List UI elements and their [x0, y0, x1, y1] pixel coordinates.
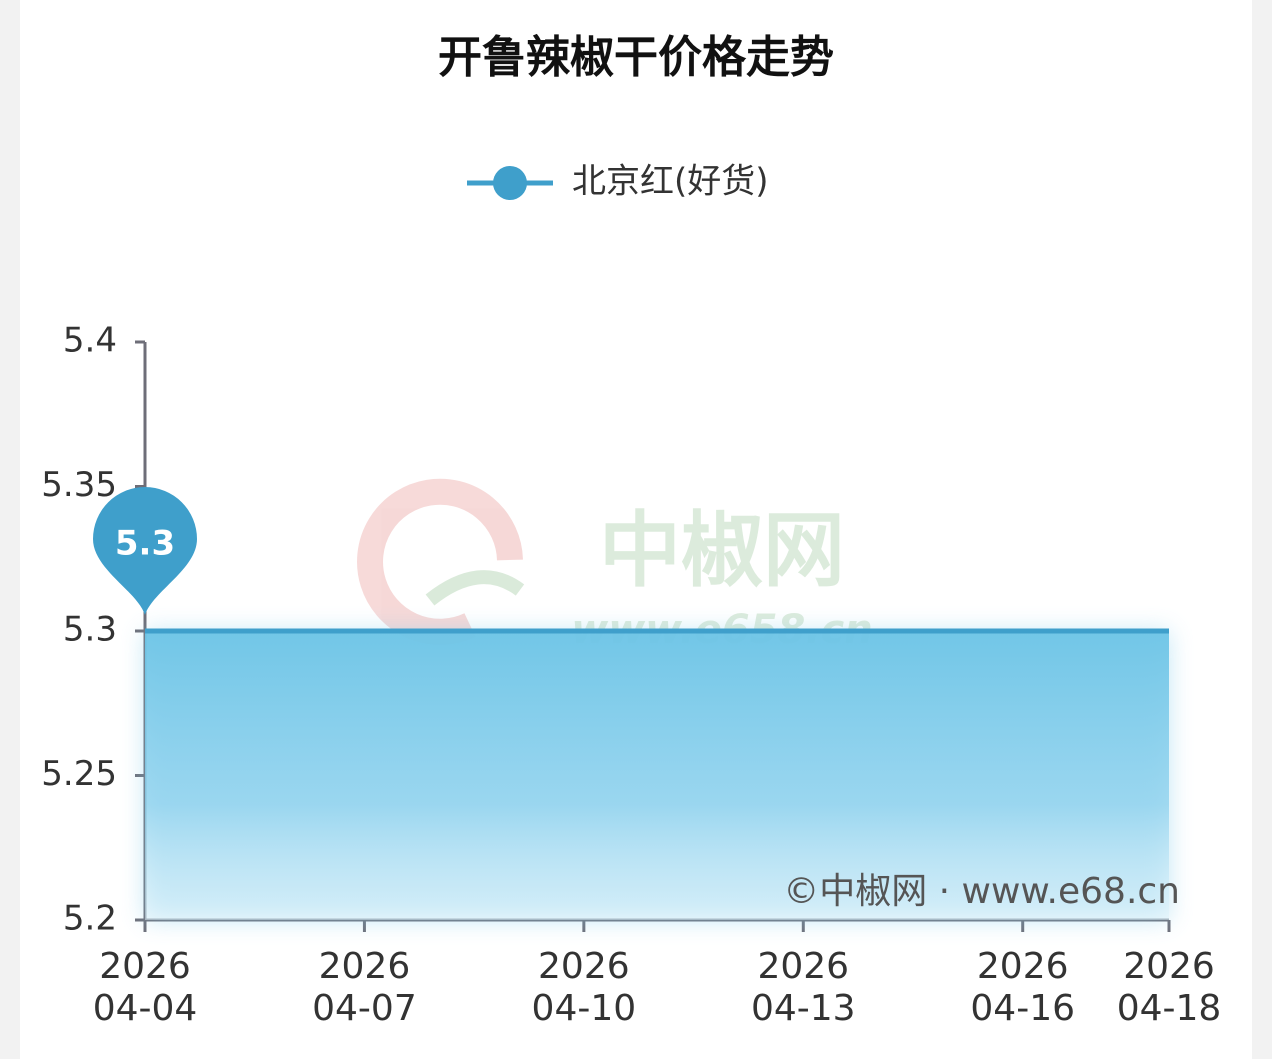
x-tick-label: 04-10: [532, 988, 637, 1029]
legend-label: 北京红(好货): [572, 162, 769, 202]
x-tick-label: 2026: [538, 946, 630, 987]
source: ©中椒网 · www.e68.cn: [783, 871, 1180, 912]
x-tick-label: 04-16: [970, 988, 1075, 1029]
x-tick-label: 2026: [99, 946, 191, 987]
y-tick-label: 5.4: [63, 321, 117, 361]
x-tick-label: 04-07: [312, 988, 417, 1029]
y-tick-label: 5.25: [41, 754, 117, 794]
y-tick-label: 5.2: [63, 899, 117, 939]
y-tick-label: 5.3: [63, 610, 117, 650]
x-tick-label: 2026: [1123, 946, 1215, 987]
x-tick-label: 2026: [977, 946, 1069, 987]
x-tick-label: 04-04: [93, 988, 198, 1029]
watermark-name: 中椒网: [599, 503, 845, 598]
x-tick-label: 04-13: [751, 988, 856, 1029]
chart-title: 开鲁辣椒干价格走势: [438, 32, 834, 83]
x-tick-label: 2026: [319, 946, 411, 987]
legend-marker: [493, 166, 527, 200]
area: [145, 631, 1169, 920]
watermark-logo: [357, 478, 525, 645]
x-tick-label: 2026: [757, 946, 849, 987]
y-tick-label: 5.35: [41, 465, 117, 505]
x-tick-label: 04-18: [1117, 988, 1222, 1029]
pin: [93, 487, 197, 615]
data-label: 5.3: [115, 524, 175, 564]
